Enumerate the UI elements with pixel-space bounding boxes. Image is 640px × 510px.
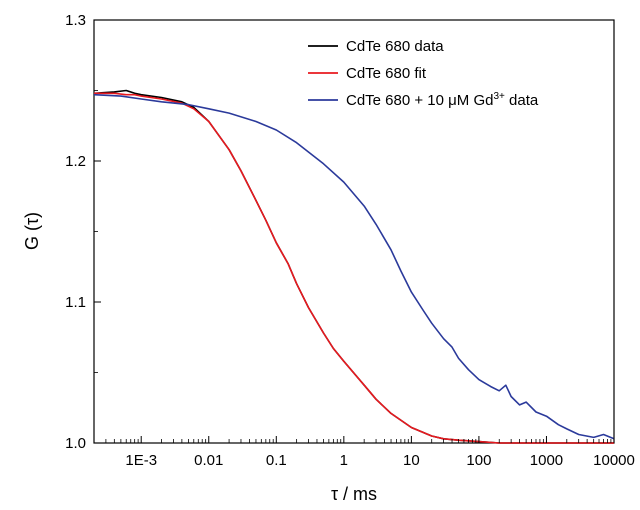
x-tick-label-6: 1000 — [530, 452, 563, 469]
legend-label-2-prefix: CdTe 680 + 10 μM Gd — [346, 92, 493, 109]
y-tick-label-3: 1.3 — [65, 12, 86, 29]
legend-label-2-suffix: data — [505, 92, 539, 109]
x-tick-label-5: 100 — [466, 452, 491, 469]
x-tick-label-3: 1 — [340, 452, 348, 469]
legend: CdTe 680 data CdTe 680 fit CdTe 680 + 10… — [308, 38, 539, 109]
y-tick-label-0: 1.0 — [65, 435, 86, 452]
tick-layer: 1E-3 0.01 0.1 1 10 100 1000 10000 1.0 1.1 1.2 1.3 — [65, 12, 635, 469]
x-tick-label-2: 0.1 — [266, 452, 287, 469]
y-tick-label-2: 1.2 — [65, 153, 86, 170]
series-line-0 — [93, 89, 614, 444]
legend-label-2-sup: 3+ — [493, 91, 505, 102]
series-line-2 — [93, 93, 615, 440]
x-tick-label-0: 1E-3 — [125, 452, 157, 469]
y-axis-title: G (τ) — [22, 212, 42, 250]
series-layer — [93, 89, 615, 444]
x-tick-label-4: 10 — [403, 452, 420, 469]
legend-label-0: CdTe 680 data — [346, 38, 444, 55]
y-tick-label-1: 1.1 — [65, 294, 86, 311]
x-tick-label-1: 0.01 — [194, 452, 223, 469]
legend-label-1: CdTe 680 fit — [346, 65, 427, 82]
x-axis-title: τ / ms — [331, 484, 377, 504]
x-tick-label-7: 10000 — [593, 452, 635, 469]
series-line-1 — [94, 92, 614, 444]
legend-label-2: CdTe 680 + 10 μM Gd3+ data — [346, 91, 539, 109]
plot-frame — [93, 19, 615, 444]
